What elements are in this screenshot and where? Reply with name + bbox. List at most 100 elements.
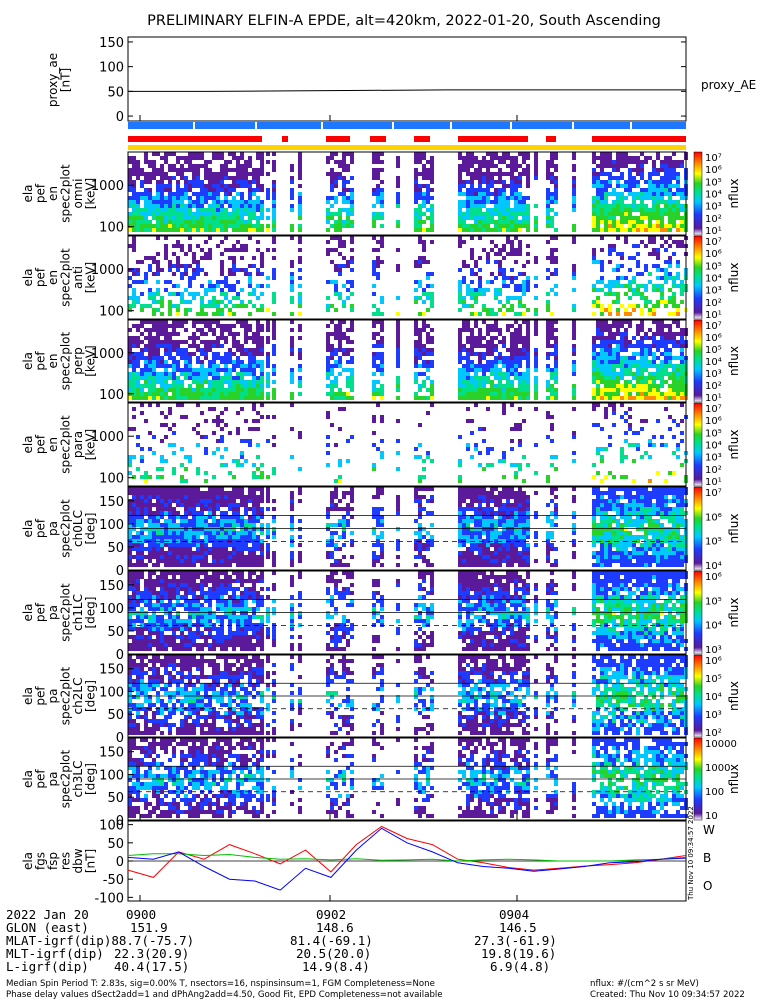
spectrogram-cell <box>418 443 422 447</box>
spectrogram-cell <box>208 176 212 180</box>
spectrogram-cell <box>676 204 680 208</box>
spectrogram-cell <box>600 152 604 156</box>
spectrogram-cell <box>136 467 140 471</box>
spectrogram-cell <box>644 284 648 288</box>
spectrogram-cell <box>220 312 224 316</box>
spectrogram-cell <box>494 296 498 300</box>
spectrogram-cell <box>260 228 264 232</box>
status-bar-red <box>414 136 430 142</box>
spectrogram-cell <box>176 228 180 232</box>
spectrogram-cell <box>656 268 660 272</box>
spectrogram-cell <box>372 156 376 160</box>
spectrogram-cell <box>212 419 216 423</box>
spectrogram-cell <box>244 336 248 340</box>
spectrogram-cell <box>660 164 664 168</box>
spectrogram-cell <box>204 563 208 567</box>
spectrogram-cell <box>636 376 640 380</box>
spectrogram-cell <box>240 348 244 352</box>
spectrogram-cell <box>350 256 354 260</box>
spectrogram-cell <box>498 252 502 256</box>
spectrogram-cell <box>458 216 462 220</box>
spectrogram-cell <box>148 523 152 527</box>
spectrogram-cell <box>216 531 220 535</box>
spectrogram-cell <box>220 264 224 268</box>
spectrogram-cell <box>212 296 216 300</box>
spectrogram-cell <box>266 224 270 228</box>
spectrogram-cell <box>656 216 660 220</box>
spectrogram-cell <box>330 204 334 208</box>
spectrogram-cell <box>482 439 486 443</box>
spectrogram-cell <box>338 172 342 176</box>
spectrogram-cell <box>228 491 232 495</box>
spectrogram-cell <box>680 372 684 376</box>
spectrogram-cell <box>470 208 474 212</box>
spectrogram-cell <box>330 224 334 228</box>
spectrogram-cell <box>546 224 550 228</box>
spectrogram-cell <box>608 260 612 264</box>
spectrogram-cell <box>260 344 264 348</box>
spectrogram-cell <box>180 503 184 507</box>
spectrogram-cell <box>220 336 224 340</box>
spectrogram-cell <box>422 204 426 208</box>
spectrogram-cell <box>256 443 260 447</box>
spectrogram-cell <box>668 216 672 220</box>
spectrogram-cell <box>676 284 680 288</box>
spectrogram-cell <box>600 200 604 204</box>
spectrogram-cell <box>462 224 466 228</box>
spectrogram-cell <box>510 324 514 328</box>
spectrogram-cell <box>672 216 676 220</box>
spectrogram-cell <box>652 392 656 396</box>
spectrogram-cell <box>466 368 470 372</box>
spectrogram-cell <box>612 300 616 304</box>
spectrogram-cell <box>152 208 156 212</box>
spectrogram-cell <box>192 320 196 324</box>
spectrogram-cell <box>478 451 482 455</box>
spectrogram-cell <box>640 284 644 288</box>
spectrogram-cell <box>132 228 136 232</box>
spectrogram-cell <box>152 392 156 396</box>
spectrogram-cell <box>514 160 518 164</box>
spectrogram-cell <box>350 152 354 156</box>
spectrogram-cell <box>252 264 256 268</box>
spectrogram-cell <box>648 479 652 483</box>
spectrogram-cell <box>632 204 636 208</box>
spectrogram-cell <box>620 415 624 419</box>
spectrogram-cell <box>636 168 640 172</box>
spectrogram-cell <box>224 276 228 280</box>
colorbar-tick-label: 10⁷ <box>705 153 722 164</box>
spectrogram-cell <box>514 427 518 431</box>
spectrogram-cell <box>376 200 380 204</box>
spectrogram-cell <box>148 200 152 204</box>
spectrogram-cell <box>228 471 232 475</box>
spectrogram-cell <box>228 192 232 196</box>
spectrogram-cell <box>220 396 224 400</box>
spectrogram-cell <box>156 364 160 368</box>
spectrogram-cell <box>266 392 270 396</box>
spectrogram-cell <box>224 304 228 308</box>
spectrogram-cell <box>414 352 418 356</box>
spectrogram-cell <box>664 407 668 411</box>
spectrogram-cell <box>252 372 256 376</box>
spectrogram-cell <box>554 260 558 264</box>
spectrogram-cell <box>346 336 350 340</box>
spectrogram-cell <box>494 364 498 368</box>
spectrogram-cell <box>506 368 510 372</box>
spectrogram-cell <box>330 304 334 308</box>
spectrogram-cell <box>672 168 676 172</box>
spectrogram-cell <box>526 368 530 372</box>
spectrogram-cell <box>260 264 264 268</box>
spectrogram-cell <box>196 515 200 519</box>
spectrogram-cell <box>652 443 656 447</box>
spectrogram-cell <box>396 320 400 324</box>
spectrogram-cell <box>380 340 384 344</box>
spectrogram-cell <box>502 356 506 360</box>
spectrogram-cell <box>208 388 212 392</box>
spectrogram-cell <box>232 507 236 511</box>
spectrogram-cell <box>208 531 212 535</box>
spectrogram-cell <box>668 236 672 240</box>
spectrogram-cell <box>676 455 680 459</box>
spectrogram-cell <box>522 168 526 172</box>
spectrogram-cell <box>256 340 260 344</box>
spectrogram-cell <box>418 240 422 244</box>
spectrogram-cell <box>514 372 518 376</box>
